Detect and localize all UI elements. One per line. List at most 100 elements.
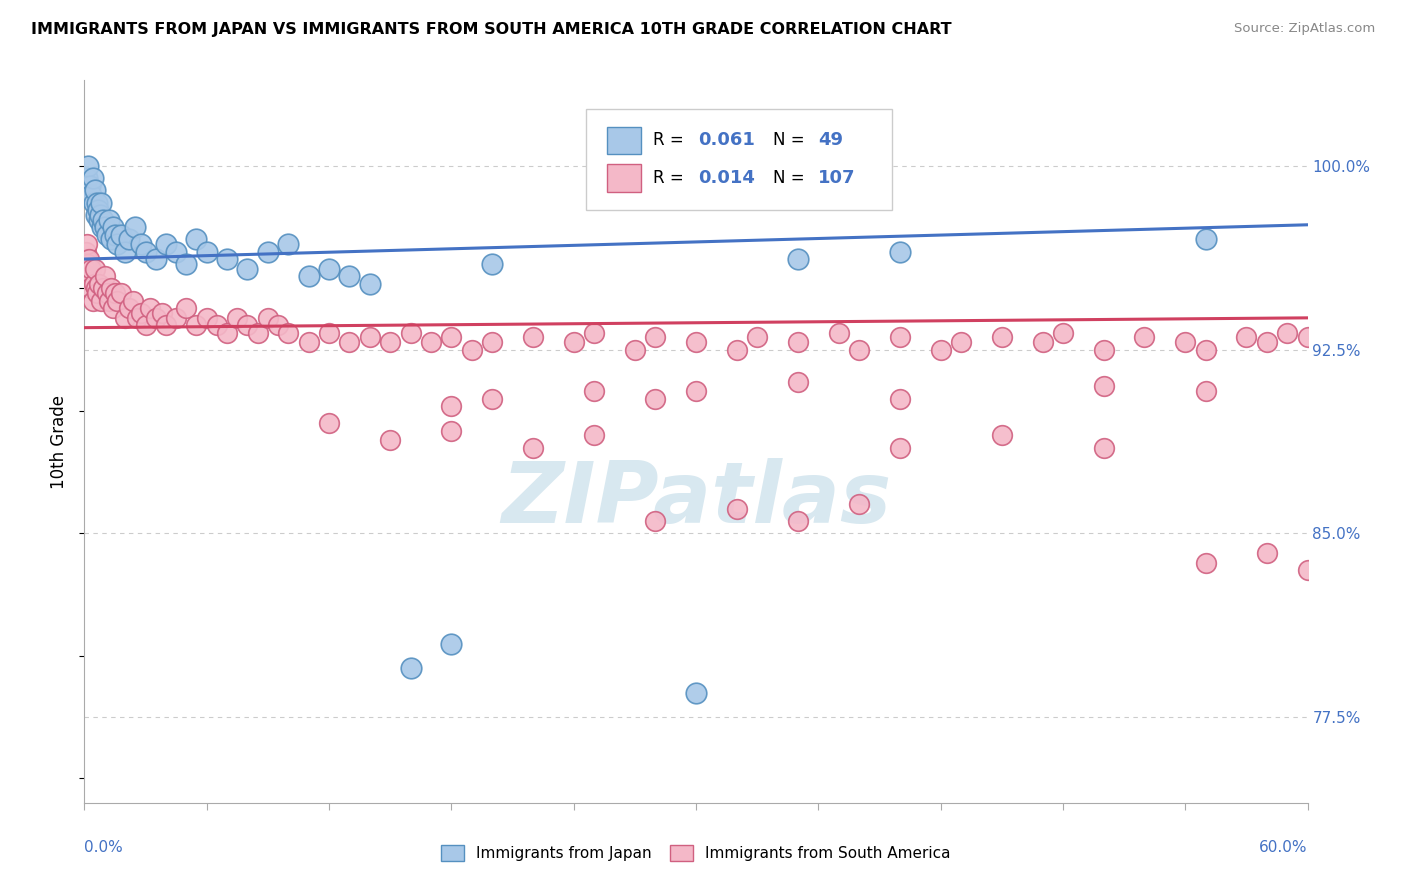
Point [76,171,98,186]
Point [90,220,112,235]
Point [75,261,97,276]
Point [84,208,107,222]
Point [318,416,340,430]
Point [1296,330,1319,344]
Point [114,310,136,325]
Point [522,441,544,455]
Point [79,178,101,193]
Point [685,384,707,399]
Point [77,159,100,173]
Point [101,220,124,235]
Point [105,237,128,252]
Point [991,330,1014,344]
Point [440,330,463,344]
Point [155,318,177,333]
Point [848,497,870,511]
Point [79,281,101,295]
Point [110,286,132,301]
Point [135,318,157,333]
Point [1195,384,1218,399]
Point [359,277,381,291]
Point [725,343,748,357]
Point [747,330,769,344]
Point [124,220,146,235]
Point [725,502,748,516]
Point [96,286,118,301]
Point [399,661,422,675]
Point [787,252,810,266]
Text: 107: 107 [818,169,856,186]
Point [481,335,503,350]
Point [195,244,218,259]
Point [165,244,187,259]
Point [174,301,197,315]
Point [644,392,666,406]
Point [1296,563,1319,577]
Point [1236,330,1258,344]
Point [339,269,361,284]
Point [950,335,973,350]
Point [1195,556,1218,570]
Point [217,326,239,340]
FancyBboxPatch shape [606,127,641,154]
Point [82,171,104,186]
Point [318,326,340,340]
Point [122,293,145,308]
Point [991,428,1014,442]
Point [236,318,259,333]
Point [87,277,110,291]
Point [93,269,115,284]
Point [1195,232,1218,246]
Point [420,335,443,350]
Point [787,335,810,350]
Text: 0.0%: 0.0% [84,839,124,855]
Point [318,261,340,276]
Point [165,310,187,325]
Text: 0.061: 0.061 [699,131,755,149]
Point [118,301,141,315]
Point [246,326,269,340]
Point [97,293,120,308]
Point [77,257,100,271]
Point [1174,335,1197,350]
Point [104,227,127,242]
Y-axis label: 10th Grade: 10th Grade [51,394,69,489]
Point [138,301,160,315]
Point [440,637,463,651]
Point [155,237,177,252]
Point [644,514,666,528]
Point [80,261,103,276]
Point [1032,335,1054,350]
Point [93,220,115,235]
Point [257,310,280,325]
Point [1256,335,1278,350]
Point [583,384,606,399]
Point [135,244,157,259]
Text: 60.0%: 60.0% [1260,839,1308,855]
Point [481,257,503,271]
Text: N =: N = [773,169,810,186]
Text: ZIPatlas: ZIPatlas [501,458,891,541]
Point [380,335,402,350]
Point [929,343,952,357]
Text: 0.014: 0.014 [699,169,755,186]
Text: R =: R = [654,131,689,149]
Point [298,269,321,284]
Point [82,293,104,308]
Point [118,232,141,246]
Point [522,330,544,344]
Point [685,685,707,699]
Point [889,392,911,406]
Point [91,281,114,295]
Point [83,195,105,210]
Point [145,252,167,266]
Point [257,244,280,259]
Point [339,335,361,350]
Point [298,335,321,350]
Point [80,188,103,202]
Point [100,232,122,246]
Point [86,286,108,301]
Point [440,399,463,413]
Point [583,326,606,340]
Point [127,310,149,325]
